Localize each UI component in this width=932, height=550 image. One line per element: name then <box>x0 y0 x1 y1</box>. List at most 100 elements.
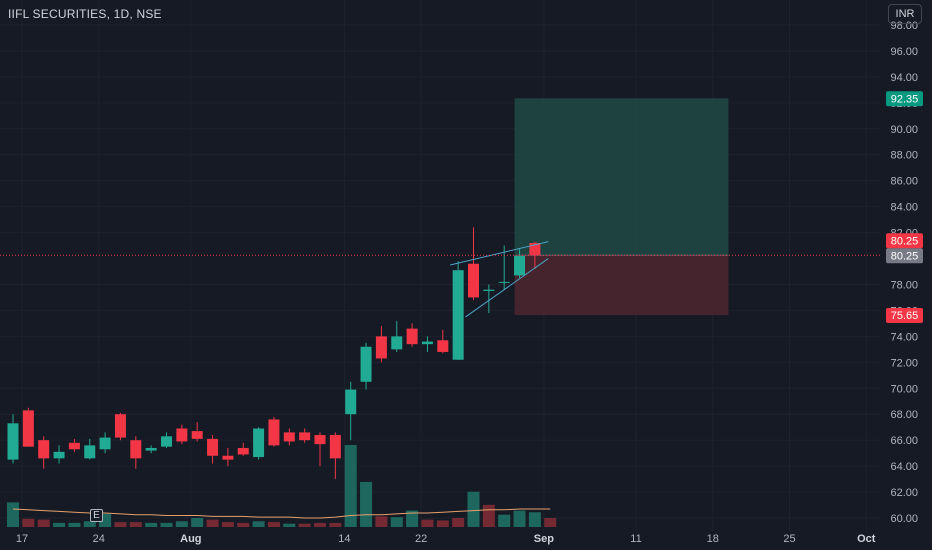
candle-body <box>375 336 387 359</box>
volume-bar <box>267 522 280 527</box>
candle-body <box>406 328 418 345</box>
price-tick-label: 60.00 <box>890 513 918 525</box>
volume-bar <box>544 517 557 527</box>
volume-bar <box>129 522 142 527</box>
volume-bars <box>7 445 557 527</box>
candle-body <box>130 440 142 459</box>
time-axis[interactable]: 17 24 Aug 14 22 Sep 11 18 25 Oct <box>16 533 876 545</box>
target-price-label: 92.35 <box>891 93 919 105</box>
stop-zone <box>514 255 729 315</box>
candle-body <box>53 451 65 459</box>
time-tick-label: Sep <box>534 533 554 545</box>
channel-line-upper <box>450 241 549 266</box>
volume-bar <box>68 522 81 527</box>
candle-body <box>222 455 234 460</box>
time-tick-label: Oct <box>857 533 876 545</box>
candle-body <box>207 438 219 456</box>
candle-body <box>191 431 203 439</box>
price-tick-label: 74.00 <box>890 331 918 343</box>
symbol-title[interactable]: IIFL SECURITIES, 1D, NSE <box>8 7 162 21</box>
long-position-tool[interactable] <box>514 98 729 315</box>
candle-body <box>68 442 80 450</box>
entry-price-label-bg <box>886 248 923 264</box>
candle-body <box>237 447 249 455</box>
channel-trendlines[interactable] <box>450 241 549 318</box>
candle-body <box>38 440 50 459</box>
price-tick-label: 70.00 <box>890 383 918 395</box>
time-tick-label: 25 <box>783 533 795 545</box>
candle-body <box>452 270 464 360</box>
candle-body <box>498 281 510 283</box>
volume-bar <box>314 522 326 527</box>
candle-body <box>99 437 111 450</box>
candle-body <box>529 242 541 256</box>
volume-bar <box>37 519 50 527</box>
candle-body <box>22 410 34 447</box>
candle-body <box>299 432 311 441</box>
volume-bar <box>498 514 511 527</box>
time-tick-label: 22 <box>415 533 427 545</box>
candle-body <box>514 255 526 276</box>
candle-body <box>468 263 479 298</box>
volume-bar <box>344 445 357 527</box>
volume-bar <box>206 519 219 527</box>
currency-button[interactable]: INR <box>888 4 922 24</box>
volume-bar <box>237 522 250 527</box>
stop-price-label-bg <box>886 307 923 323</box>
entry-price-label: 80.25 <box>891 250 919 262</box>
price-tick-label: 96.00 <box>890 46 918 58</box>
candle-body <box>345 389 357 415</box>
candle-body <box>360 346 372 382</box>
price-tick-label: 64.00 <box>890 461 918 473</box>
volume-bar <box>283 523 296 527</box>
candle-body <box>329 434 341 459</box>
volume-bar <box>175 521 188 527</box>
volume-bar <box>513 510 526 527</box>
volume-bar <box>436 520 449 527</box>
candle-body <box>161 436 172 447</box>
candle-body <box>421 341 433 345</box>
price-tick-label: 66.00 <box>890 435 918 447</box>
volume-bar <box>221 522 234 527</box>
candle-body <box>391 336 403 350</box>
volume-bar <box>298 523 311 527</box>
candle-body <box>268 419 280 446</box>
volume-bar <box>7 502 19 527</box>
volume-bar <box>53 522 66 527</box>
candle-body <box>253 428 265 458</box>
channel-line-lower <box>465 258 549 318</box>
volume-bar <box>114 522 127 527</box>
price-axis-labels: 92.35 80.25 80.25 75.65 <box>886 91 923 323</box>
stop-price-label: 75.65 <box>891 310 919 322</box>
candle-body <box>483 289 495 291</box>
candle-body <box>283 432 295 442</box>
volume-bar <box>252 521 265 527</box>
earnings-marker[interactable]: E <box>90 509 103 522</box>
current-price-label-bg <box>886 233 923 249</box>
candle-body <box>84 445 96 459</box>
price-tick-label: 72.00 <box>890 357 918 369</box>
time-tick-label: 11 <box>630 533 641 545</box>
price-tick-label: 94.00 <box>890 72 918 84</box>
volume-bar <box>482 504 495 527</box>
volume-bar <box>83 521 96 527</box>
price-tick-label: 90.00 <box>890 124 918 136</box>
price-tick-label: 62.00 <box>890 487 918 499</box>
volume-bar <box>329 522 342 527</box>
time-tick-label: Aug <box>180 533 201 545</box>
price-tick-label: 88.00 <box>890 150 918 162</box>
volume-bar <box>360 481 373 527</box>
time-tick-label: 18 <box>707 533 719 545</box>
candle-body <box>176 428 188 442</box>
volume-bar <box>375 516 388 527</box>
candle-body <box>7 423 19 460</box>
candle-body <box>437 340 449 352</box>
price-tick-label: 68.00 <box>890 409 918 421</box>
time-tick-label: 14 <box>338 533 350 545</box>
price-tick-label: 84.00 <box>890 202 918 214</box>
time-tick-label: 24 <box>93 533 105 545</box>
price-tick-label: 86.00 <box>890 176 918 188</box>
candle-body <box>145 447 157 451</box>
price-tick-label: 78.00 <box>890 279 918 291</box>
